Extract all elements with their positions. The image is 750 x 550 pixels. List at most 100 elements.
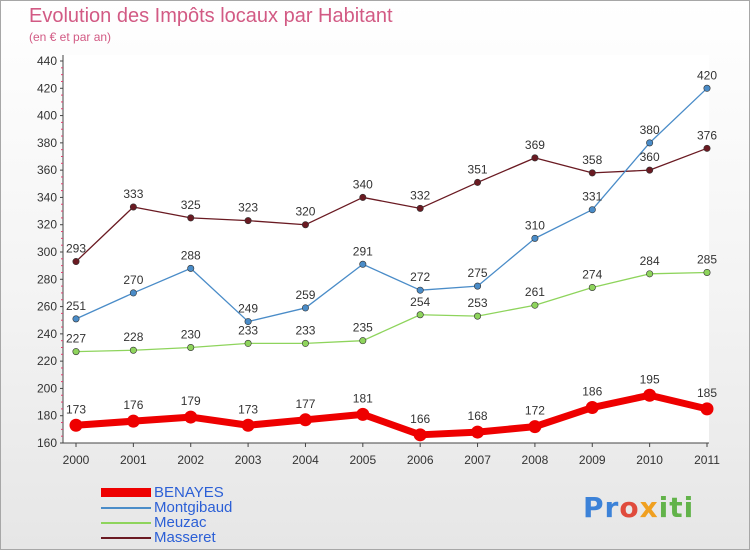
data-label-montgibaud: 270 <box>123 273 143 287</box>
data-point-masseret <box>72 258 80 266</box>
chart-subtitle: (en € et par an) <box>29 30 112 44</box>
data-point-meuzac <box>474 312 482 320</box>
chart-title: Evolution des Impôts locaux par Habitant <box>29 5 393 27</box>
data-label-benayes: 177 <box>295 397 315 411</box>
data-label-meuzac: 274 <box>582 267 602 281</box>
x-tick-label: 2003 <box>235 453 262 467</box>
data-point-montgibaud <box>531 234 539 242</box>
data-point-montgibaud <box>416 286 424 294</box>
data-label-meuzac: 285 <box>697 252 717 266</box>
proxiti-logo: Proxiti <box>583 491 695 524</box>
data-point-benayes <box>643 388 657 402</box>
legend-item-benayes: BENAYES <box>101 485 232 500</box>
data-point-montgibaud <box>187 264 195 272</box>
data-label-benayes: 173 <box>66 402 86 416</box>
data-label-benayes: 181 <box>353 391 373 405</box>
legend-swatch-meuzac <box>101 521 151 524</box>
legend-swatch-montgibaud <box>101 506 151 509</box>
legend-item-montgibaud: Montgibaud <box>101 500 232 515</box>
plot-area <box>63 55 709 443</box>
data-label-montgibaud: 380 <box>640 123 660 137</box>
legend-label-montgibaud: Montgibaud <box>154 499 233 516</box>
data-label-meuzac: 233 <box>295 323 315 337</box>
x-tick-label: 2006 <box>407 453 434 467</box>
series-line-montgibaud <box>75 87 708 323</box>
x-tick-label: 2008 <box>522 453 549 467</box>
legend-label-masseret: Masseret <box>154 529 216 546</box>
data-point-benayes <box>184 410 198 424</box>
y-tick-label: 260 <box>37 300 57 314</box>
data-label-benayes: 179 <box>181 394 201 408</box>
data-point-montgibaud <box>646 139 654 147</box>
data-label-masseret: 333 <box>123 187 143 201</box>
data-label-meuzac: 254 <box>410 295 430 309</box>
legend-label-benayes: BENAYES <box>154 484 224 501</box>
data-point-benayes <box>528 420 542 434</box>
data-point-meuzac <box>72 348 80 356</box>
data-point-meuzac <box>646 270 654 278</box>
data-label-montgibaud: 249 <box>238 302 258 316</box>
data-point-masseret <box>129 203 137 211</box>
data-point-masseret <box>531 154 539 162</box>
data-label-benayes: 176 <box>123 398 143 412</box>
data-point-montgibaud <box>244 318 252 326</box>
data-point-benayes <box>298 413 312 427</box>
series-line-masseret <box>75 147 708 263</box>
data-label-masseret: 340 <box>353 177 373 191</box>
data-point-montgibaud <box>359 260 367 268</box>
data-point-masseret <box>703 144 711 152</box>
x-tick-label: 2000 <box>63 453 90 467</box>
data-label-benayes: 172 <box>525 404 545 418</box>
x-tick-label: 2007 <box>464 453 491 467</box>
data-point-meuzac <box>588 283 596 291</box>
data-label-masseret: 332 <box>410 188 430 202</box>
data-point-meuzac <box>703 268 711 276</box>
y-tick-label: 420 <box>37 81 57 95</box>
x-tick-label: 2004 <box>292 453 319 467</box>
data-label-montgibaud: 259 <box>295 288 315 302</box>
data-label-masseret: 358 <box>582 153 602 167</box>
data-point-montgibaud <box>588 206 596 214</box>
data-label-meuzac: 227 <box>66 332 86 346</box>
data-point-benayes <box>69 418 83 432</box>
series-line-meuzac <box>75 271 708 353</box>
data-label-meuzac: 233 <box>238 323 258 337</box>
data-label-montgibaud: 272 <box>410 270 430 284</box>
y-tick-label: 220 <box>37 354 57 368</box>
legend-swatch-benayes <box>101 488 151 497</box>
data-label-meuzac: 261 <box>525 285 545 299</box>
data-label-benayes: 186 <box>582 385 602 399</box>
data-label-masseret: 323 <box>238 201 258 215</box>
data-point-masseret <box>588 169 596 177</box>
data-label-masseret: 351 <box>468 162 488 176</box>
data-label-masseret: 325 <box>181 198 201 212</box>
x-tick-label: 2009 <box>579 453 606 467</box>
data-point-meuzac <box>301 339 309 347</box>
data-label-masseret: 320 <box>295 205 315 219</box>
data-label-montgibaud: 310 <box>525 218 545 232</box>
data-point-benayes <box>585 401 599 415</box>
data-point-masseret <box>187 214 195 222</box>
y-tick-label: 360 <box>37 163 57 177</box>
data-point-meuzac <box>244 339 252 347</box>
data-label-meuzac: 230 <box>181 328 201 342</box>
legend-label-meuzac: Meuzac <box>154 514 207 531</box>
data-label-montgibaud: 420 <box>697 68 717 82</box>
data-point-masseret <box>474 178 482 186</box>
data-point-masseret <box>416 204 424 212</box>
y-tick-label: 280 <box>37 272 57 286</box>
data-point-benayes <box>241 418 255 432</box>
data-point-benayes <box>126 414 140 428</box>
data-point-meuzac <box>359 337 367 345</box>
data-point-masseret <box>359 193 367 201</box>
data-point-meuzac <box>416 311 424 319</box>
series-line-benayes <box>72 391 711 439</box>
y-tick-label: 320 <box>37 218 57 232</box>
data-label-benayes: 166 <box>410 412 430 426</box>
data-point-masseret <box>244 217 252 225</box>
x-tick-label: 2005 <box>349 453 376 467</box>
legend-item-masseret: Masseret <box>101 530 232 545</box>
data-label-montgibaud: 251 <box>66 299 86 313</box>
y-tick-label: 380 <box>37 136 57 150</box>
